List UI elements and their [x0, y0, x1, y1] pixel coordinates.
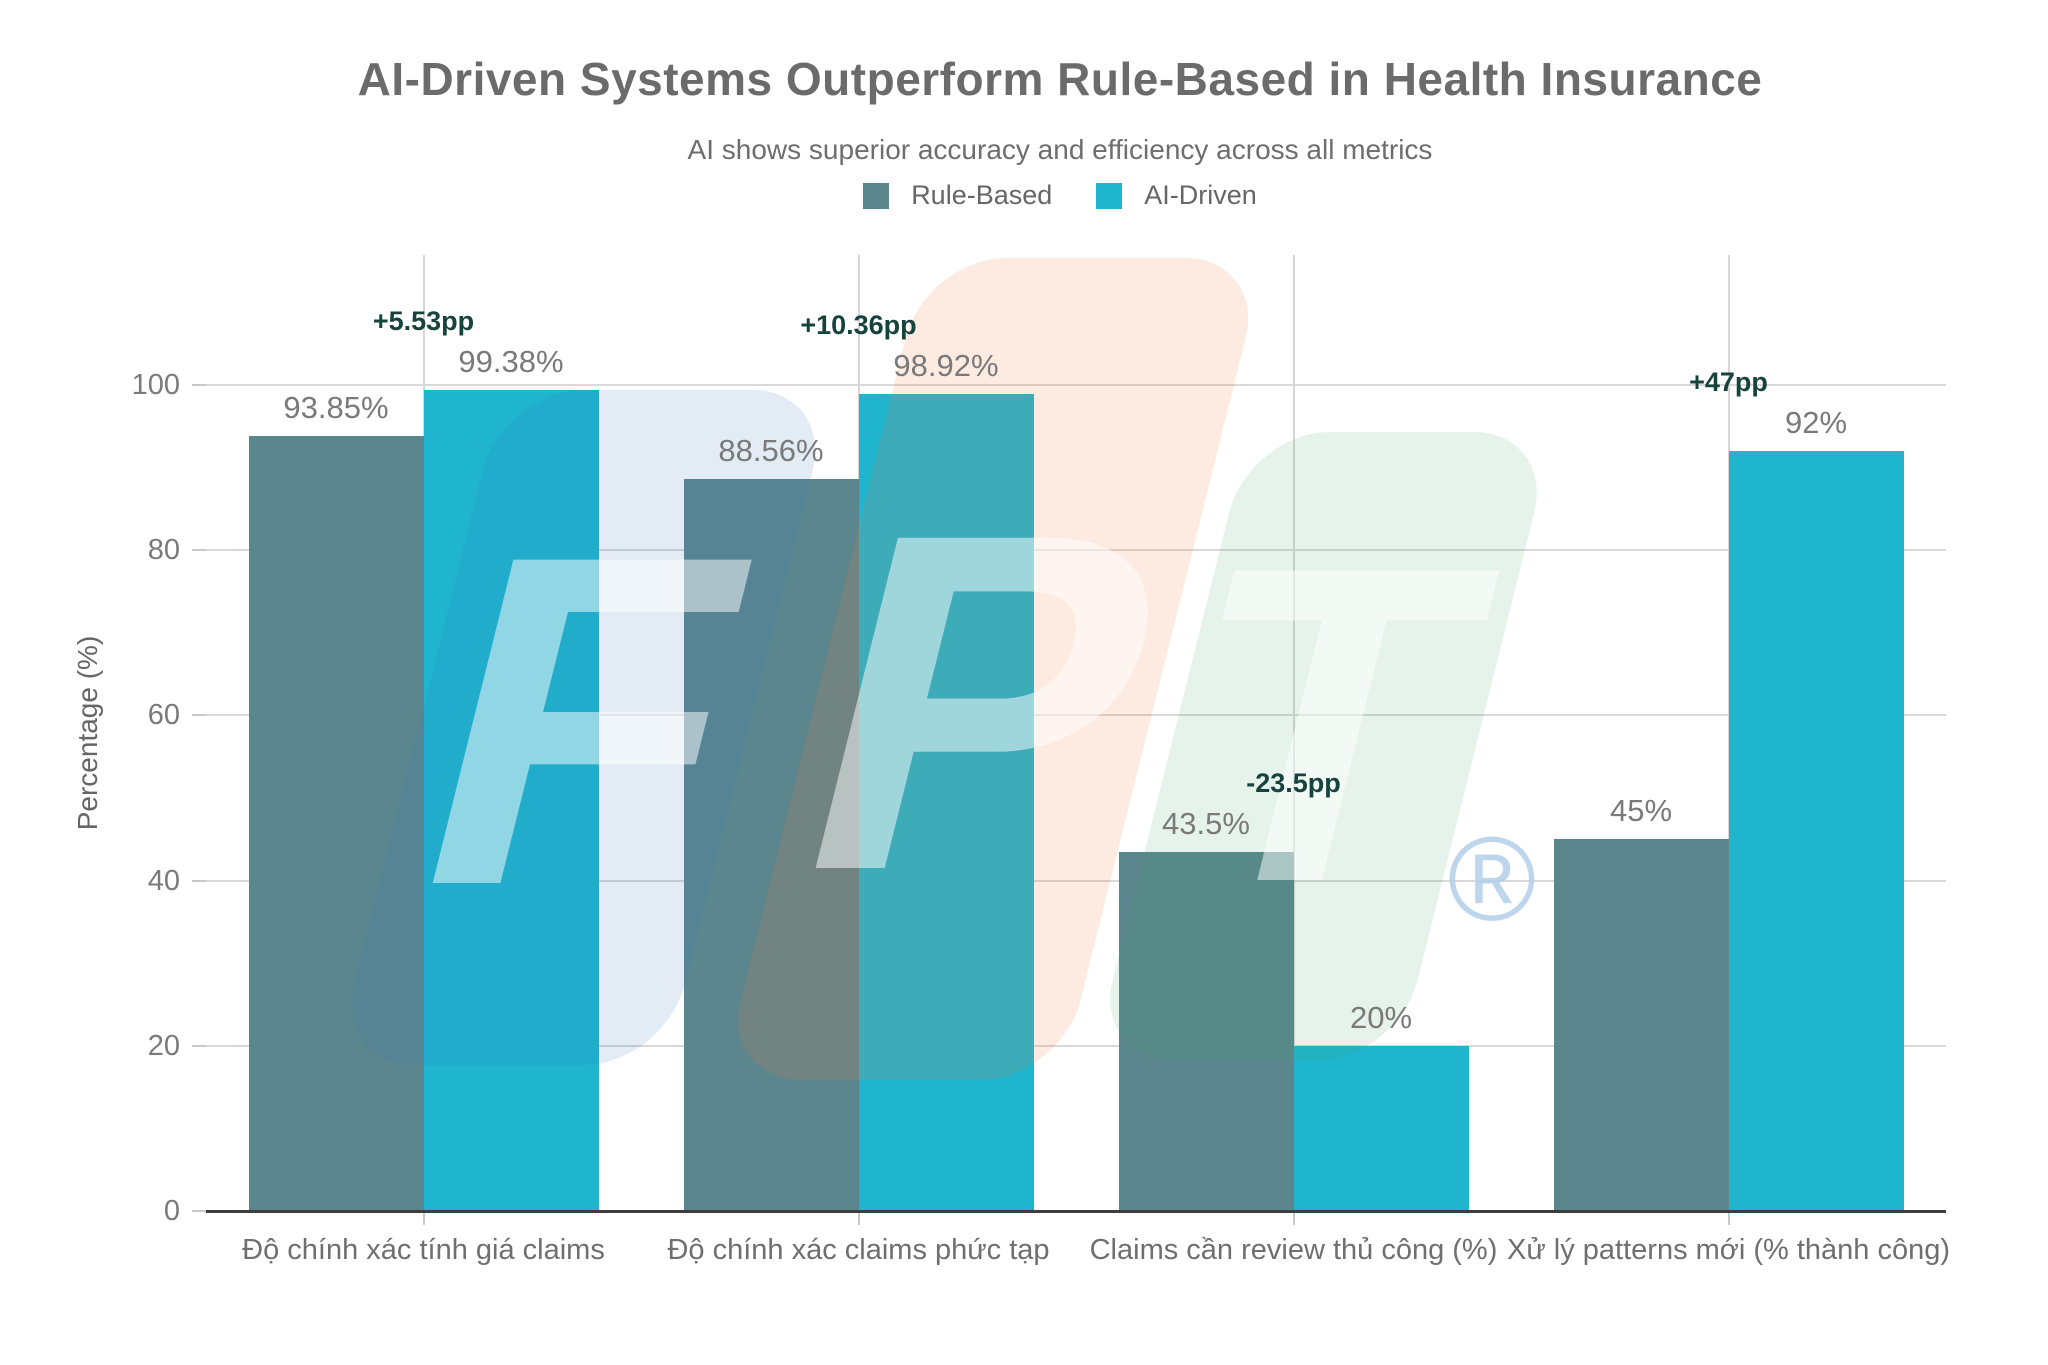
x-tick-mark [422, 1213, 425, 1225]
legend-item-rule-based[interactable]: Rule-Based [863, 180, 1052, 211]
bar-ai-driven-cat2 [1293, 1045, 1469, 1211]
bar-rule-based-cat1 [683, 479, 859, 1211]
chart-header: AI-Driven Systems Outperform Rule-Based … [72, 0, 2048, 214]
bar-ai-driven-cat3 [1728, 451, 1904, 1211]
annotation-diff: +47pp [1689, 367, 1768, 398]
v-gridline [1292, 255, 1295, 1211]
x-tick-label: Claims cần review thủ công (%) [1089, 1234, 1498, 1266]
legend-label-rule-based: Rule-Based [911, 180, 1053, 210]
annotation-diff: +10.36pp [800, 309, 917, 340]
legend: Rule-Based AI-Driven [863, 180, 1257, 211]
x-tick-label: Độ chính xác tính giá claims [242, 1234, 605, 1266]
annotation-diff: -23.5pp [1246, 767, 1341, 798]
y-tick-mark [192, 549, 206, 552]
bar-value-label: 98.92% [893, 347, 999, 383]
y-tick-label: 80 [147, 534, 180, 567]
bar-value-label: 99.38% [458, 344, 564, 380]
legend-swatch-rule-based-icon [863, 182, 890, 209]
x-tick-label: Xử lý patterns mới (% thành công) [1506, 1234, 1950, 1266]
legend-swatch-ai-driven-icon [1096, 182, 1123, 209]
h-gridline [206, 549, 1946, 552]
bar-rule-based-cat2 [1118, 851, 1294, 1211]
y-tick-mark [192, 1210, 206, 1212]
bar-value-label: 93.85% [283, 389, 389, 425]
chart-subtitle: AI shows superior accuracy and efficienc… [687, 134, 1433, 165]
h-gridline [206, 384, 1946, 386]
bar-value-label: 45% [1609, 793, 1673, 829]
x-tick-mark [1727, 1213, 1730, 1225]
y-tick-label: 0 [163, 1195, 180, 1227]
x-tick-label: Độ chính xác claims phức tạp [667, 1234, 1050, 1266]
y-tick-label: 20 [147, 1029, 180, 1062]
legend-item-ai-driven[interactable]: AI-Driven [1096, 180, 1257, 211]
bar-rule-based-cat0 [248, 435, 424, 1211]
legend-label-ai-driven: AI-Driven [1144, 180, 1257, 210]
y-tick-mark [192, 879, 206, 882]
bar-ai-driven-cat1 [858, 393, 1034, 1211]
h-gridline [206, 1044, 1946, 1047]
bar-value-label: 92% [1784, 405, 1848, 441]
bar-ai-driven-cat0 [423, 390, 599, 1211]
bar-rule-based-cat3 [1553, 839, 1729, 1211]
y-tick-mark [192, 384, 206, 386]
x-tick-mark [1292, 1213, 1295, 1225]
bar-value-label: 43.5% [1162, 805, 1250, 841]
annotation-diff: +5.53pp [372, 306, 475, 337]
y-tick-mark [192, 1044, 206, 1047]
y-tick-label: 40 [147, 864, 180, 897]
bar-value-label: 20% [1349, 999, 1413, 1035]
chart-title: AI-Driven Systems Outperform Rule-Based … [357, 53, 1763, 105]
y-tick-label: 100 [131, 369, 180, 401]
x-tick-mark [857, 1213, 860, 1225]
y-tick-label: 60 [147, 699, 180, 732]
h-gridline [206, 714, 1946, 717]
y-tick-mark [192, 714, 206, 717]
h-gridline [206, 879, 1946, 882]
x-axis-line [206, 1210, 1946, 1213]
bar-value-label: 88.56% [718, 433, 824, 469]
